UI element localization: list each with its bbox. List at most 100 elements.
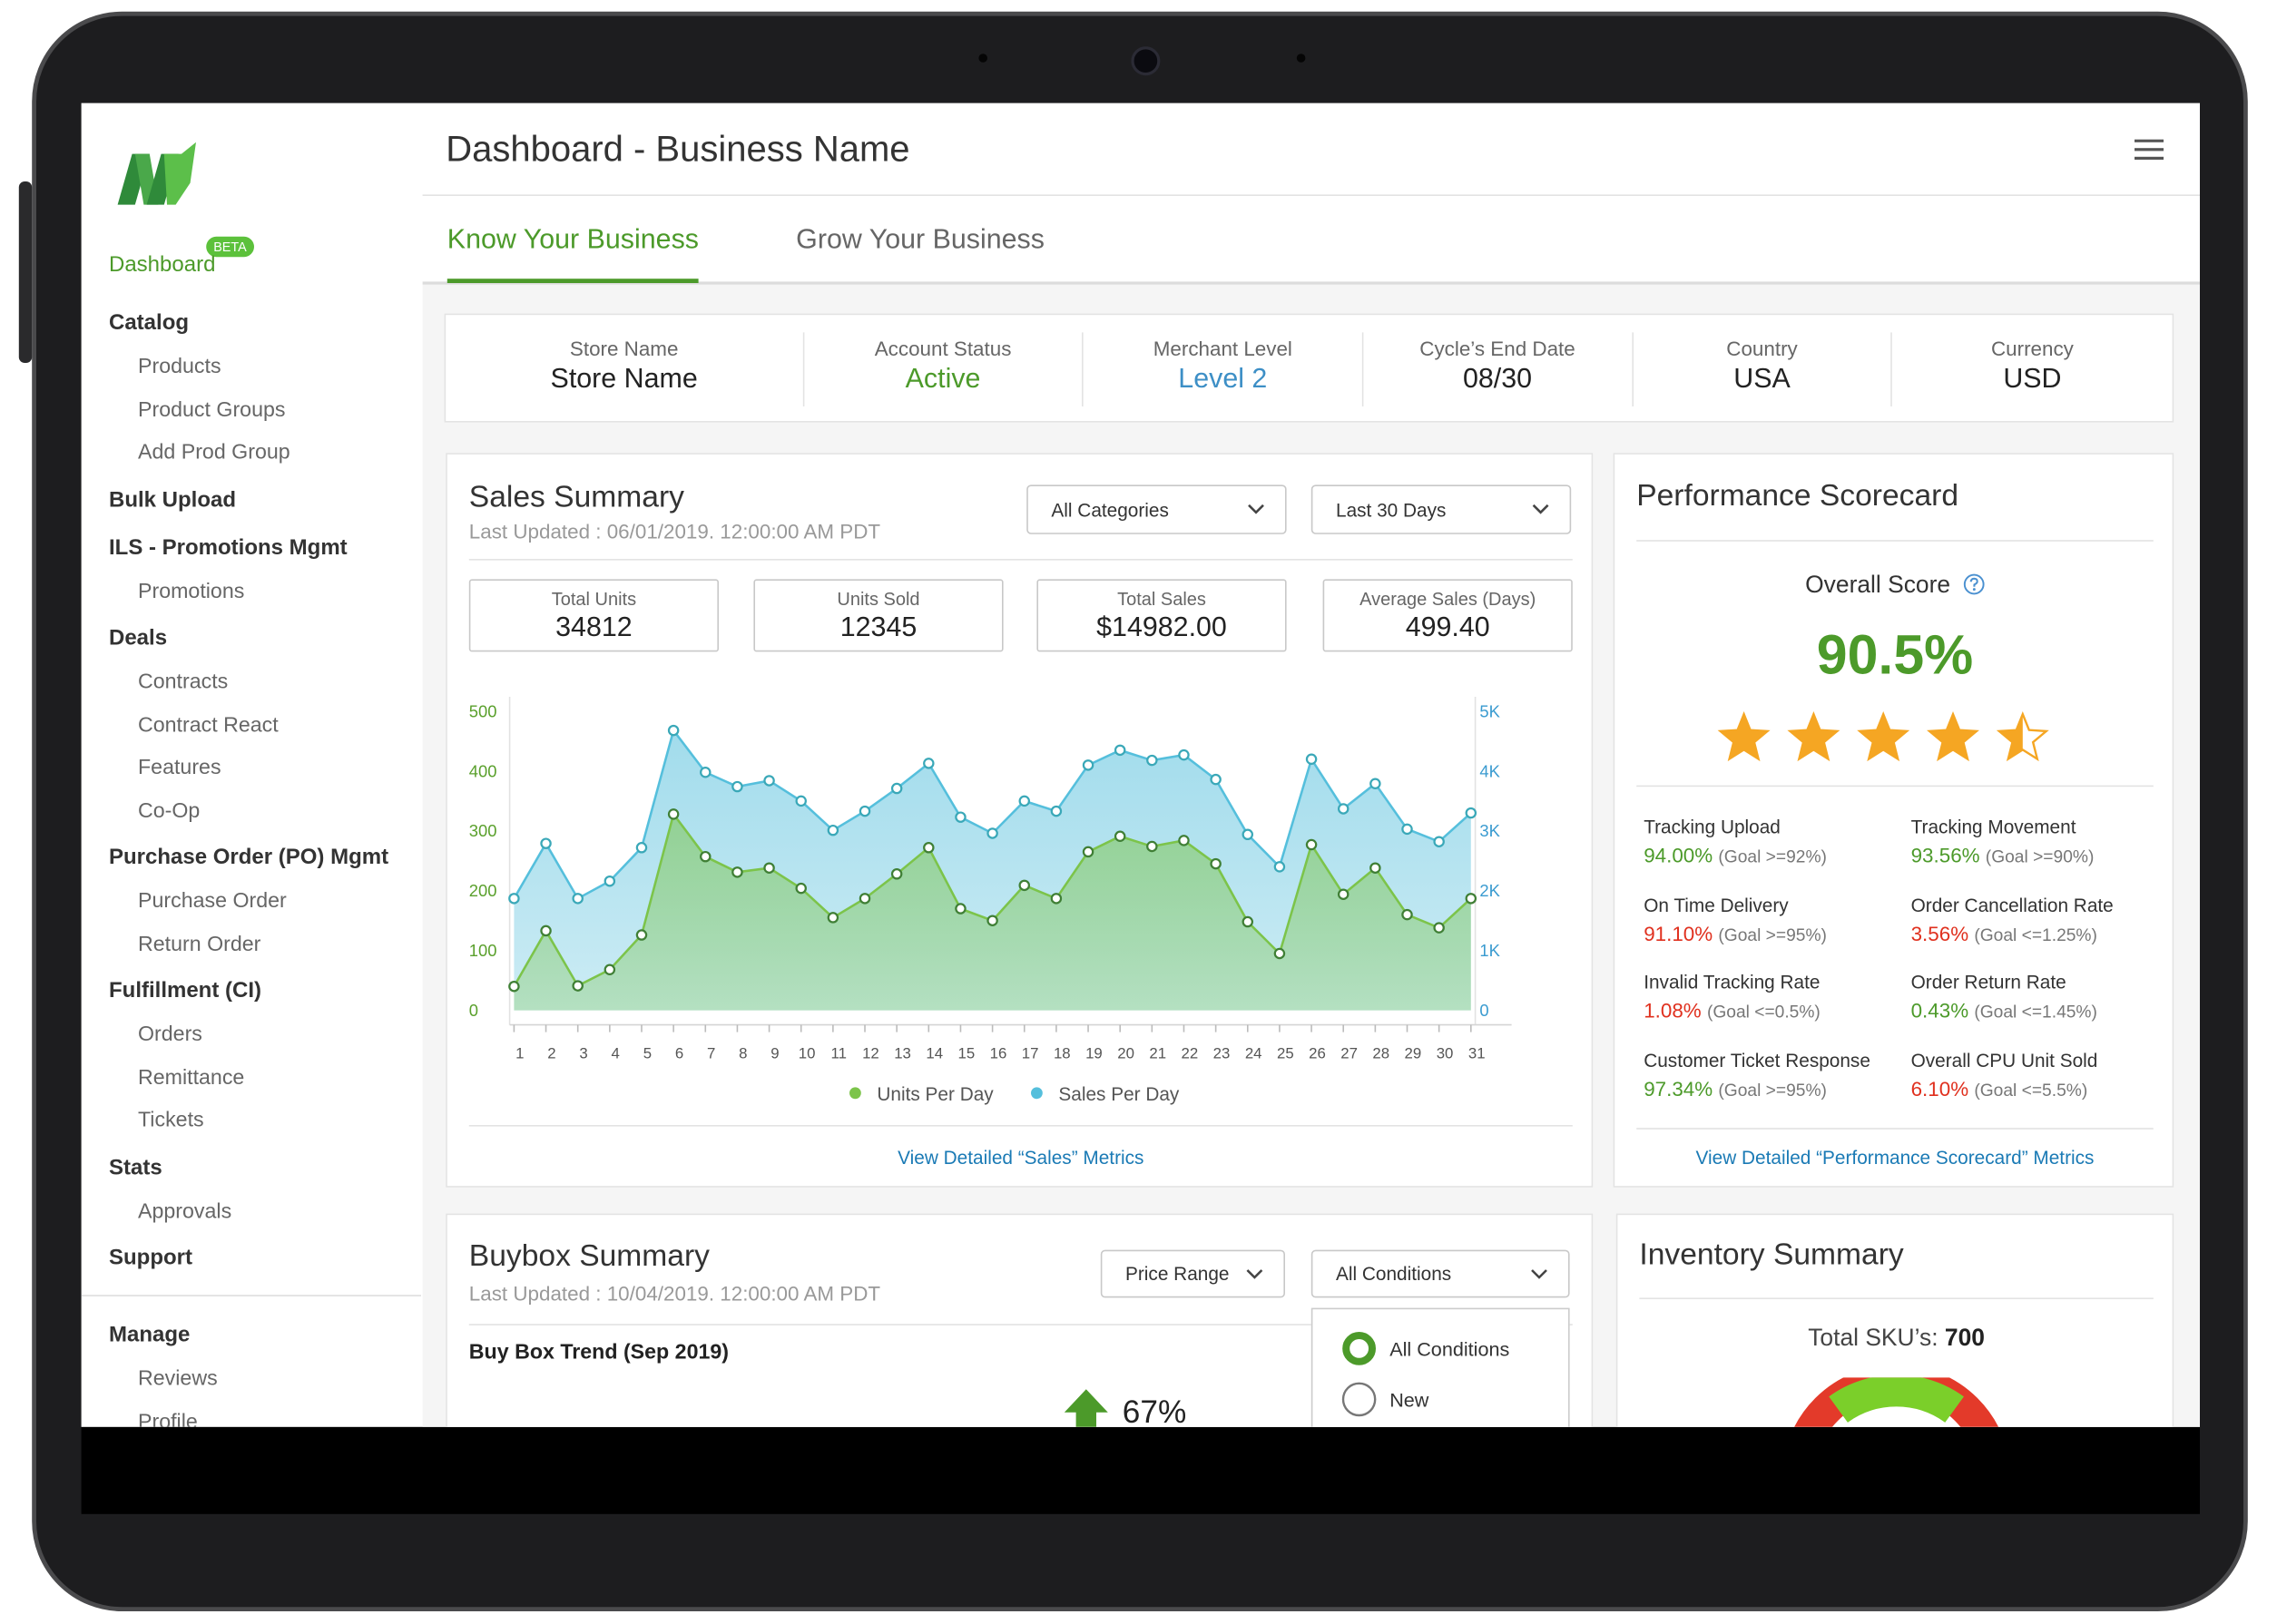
point: [604, 964, 616, 976]
y-tick-label: 300: [469, 821, 497, 840]
tab[interactable]: Grow Your Business: [796, 225, 1045, 256]
metric-name: Tracking Upload: [1644, 816, 1781, 838]
buybox-card: Buybox Summary Last Updated : 10/04/2019…: [446, 1213, 1594, 1427]
nav-section[interactable]: Deals: [109, 625, 168, 651]
nav-item[interactable]: Remittance: [138, 1066, 245, 1090]
point: [700, 766, 712, 778]
legend-label: Sales Per Day: [1058, 1084, 1180, 1105]
point: [859, 805, 871, 817]
menu-option[interactable]: New: [1340, 1381, 1429, 1419]
sensor: [1296, 54, 1306, 63]
nav-section[interactable]: Stats: [109, 1154, 162, 1179]
point: [795, 882, 807, 895]
info-label: Country: [1726, 337, 1798, 360]
tab[interactable]: Know Your Business: [447, 223, 699, 283]
option-label: New: [1389, 1388, 1429, 1411]
kpi-box: Units Sold 12345: [753, 579, 1004, 652]
metric-name: Customer Ticket Response: [1644, 1049, 1870, 1071]
radio: [1341, 1382, 1377, 1417]
nav-item[interactable]: Purchase Order: [138, 889, 287, 914]
point: [1337, 888, 1350, 900]
last-updated: Last Updated : 06/01/2019. 12:00:00 AM P…: [468, 519, 881, 543]
info-value: USD: [2003, 364, 2062, 396]
nav-section[interactable]: Fulfillment (CI): [109, 978, 261, 1003]
tab-divider: [422, 281, 2200, 285]
y-tick-label: 3K: [1479, 821, 1500, 840]
nav-item[interactable]: Profile: [138, 1410, 198, 1427]
x-tick-label: 26: [1309, 1044, 1326, 1061]
nav-section[interactable]: Bulk Upload: [109, 486, 237, 512]
point: [986, 915, 998, 926]
page-title: Dashboard - Business Name: [446, 129, 910, 171]
x-tick-label: 4: [612, 1044, 620, 1061]
kpi-box: Total Units 34812: [468, 579, 719, 652]
chevron-icon: [1248, 504, 1264, 514]
nav-section[interactable]: Manage: [109, 1322, 191, 1347]
dropdown[interactable]: All Categories: [1026, 484, 1287, 534]
nav-item[interactable]: Products: [138, 356, 221, 379]
metric-value: 94.00%: [1644, 843, 1713, 867]
metric-name: Invalid Tracking Rate: [1644, 971, 1821, 993]
info-value: Level 2: [1178, 364, 1268, 396]
nav-item[interactable]: Co-Op: [138, 798, 201, 823]
nav-item[interactable]: Reviews: [138, 1367, 218, 1391]
nav-item[interactable]: Product Groups: [138, 398, 286, 422]
radio-ring: [1341, 1382, 1377, 1417]
menu-option[interactable]: All Conditions: [1340, 1330, 1509, 1368]
nav-section[interactable]: Support: [109, 1245, 192, 1270]
point: [859, 893, 871, 905]
point: [1210, 857, 1222, 870]
sales-link[interactable]: View Detailed “Sales” Metrics: [898, 1147, 1144, 1169]
point: [1178, 748, 1190, 761]
x-tick-label: 8: [739, 1044, 747, 1061]
overall-label: Overall Score: [1805, 572, 1951, 599]
nav-section[interactable]: Catalog: [109, 310, 190, 336]
nav-item[interactable]: Features: [138, 756, 221, 780]
metric-value: 97.34%: [1644, 1076, 1713, 1100]
point: [1018, 795, 1030, 807]
x-tick-label: 6: [675, 1044, 683, 1061]
point: [795, 795, 807, 807]
y-tick-label: 5K: [1479, 701, 1500, 720]
nav-item[interactable]: Add Prod Group: [138, 441, 290, 465]
menu-icon[interactable]: [2135, 139, 2164, 160]
nav-section[interactable]: Purchase Order (PO) Mgmt: [109, 845, 389, 870]
metric: Customer Ticket Response 97.34% (Goal >=9…: [1644, 1047, 1870, 1103]
point: [1273, 947, 1286, 960]
nav-item[interactable]: Approvals: [138, 1199, 232, 1223]
point: [1242, 828, 1254, 841]
dropdown[interactable]: Last 30 Days: [1310, 484, 1572, 534]
nav-section[interactable]: ILS - Promotions Mgmt: [109, 534, 348, 560]
point: [667, 724, 680, 737]
nav-item[interactable]: Tickets: [138, 1109, 204, 1132]
nav-item[interactable]: Contract React: [138, 713, 279, 737]
scorecard-link[interactable]: View Detailed “Performance Scorecard” Me…: [1695, 1147, 2095, 1169]
x-tick-label: 9: [770, 1044, 779, 1061]
dropdown[interactable]: All Conditions: [1310, 1249, 1570, 1298]
point: [1337, 803, 1350, 815]
nav-item[interactable]: Orders: [138, 1023, 202, 1047]
point: [1050, 805, 1063, 817]
info-label: Merchant Level: [1153, 337, 1292, 360]
help-icon[interactable]: [1963, 573, 1985, 595]
point: [986, 827, 998, 839]
nav-item[interactable]: Promotions: [138, 580, 245, 603]
info-value: 08/30: [1462, 364, 1533, 396]
point: [700, 850, 712, 863]
point: [1465, 807, 1477, 819]
kpi-box: Average Sales (Days) 499.40: [1322, 579, 1573, 652]
point: [1433, 922, 1445, 934]
dropdown[interactable]: Price Range: [1100, 1249, 1285, 1298]
point: [1273, 861, 1286, 873]
point: [827, 912, 839, 924]
nav-item[interactable]: Return Order: [138, 933, 261, 956]
nav-item[interactable]: Contracts: [138, 670, 229, 694]
metric: Overall CPU Unit Sold 6.10% (Goal <=5.5%): [1911, 1047, 2098, 1103]
metric: Order Return Rate 0.43% (Goal <=1.45%): [1911, 970, 2097, 1026]
metric-row: 97.34% (Goal >=95%): [1644, 1073, 1870, 1104]
info-field: Country USA: [1631, 332, 1891, 406]
nav-dashboard[interactable]: Dashboard: [109, 252, 216, 278]
metric-goal: (Goal >=95%): [1718, 924, 1827, 944]
y-tick-label: 200: [469, 881, 497, 900]
